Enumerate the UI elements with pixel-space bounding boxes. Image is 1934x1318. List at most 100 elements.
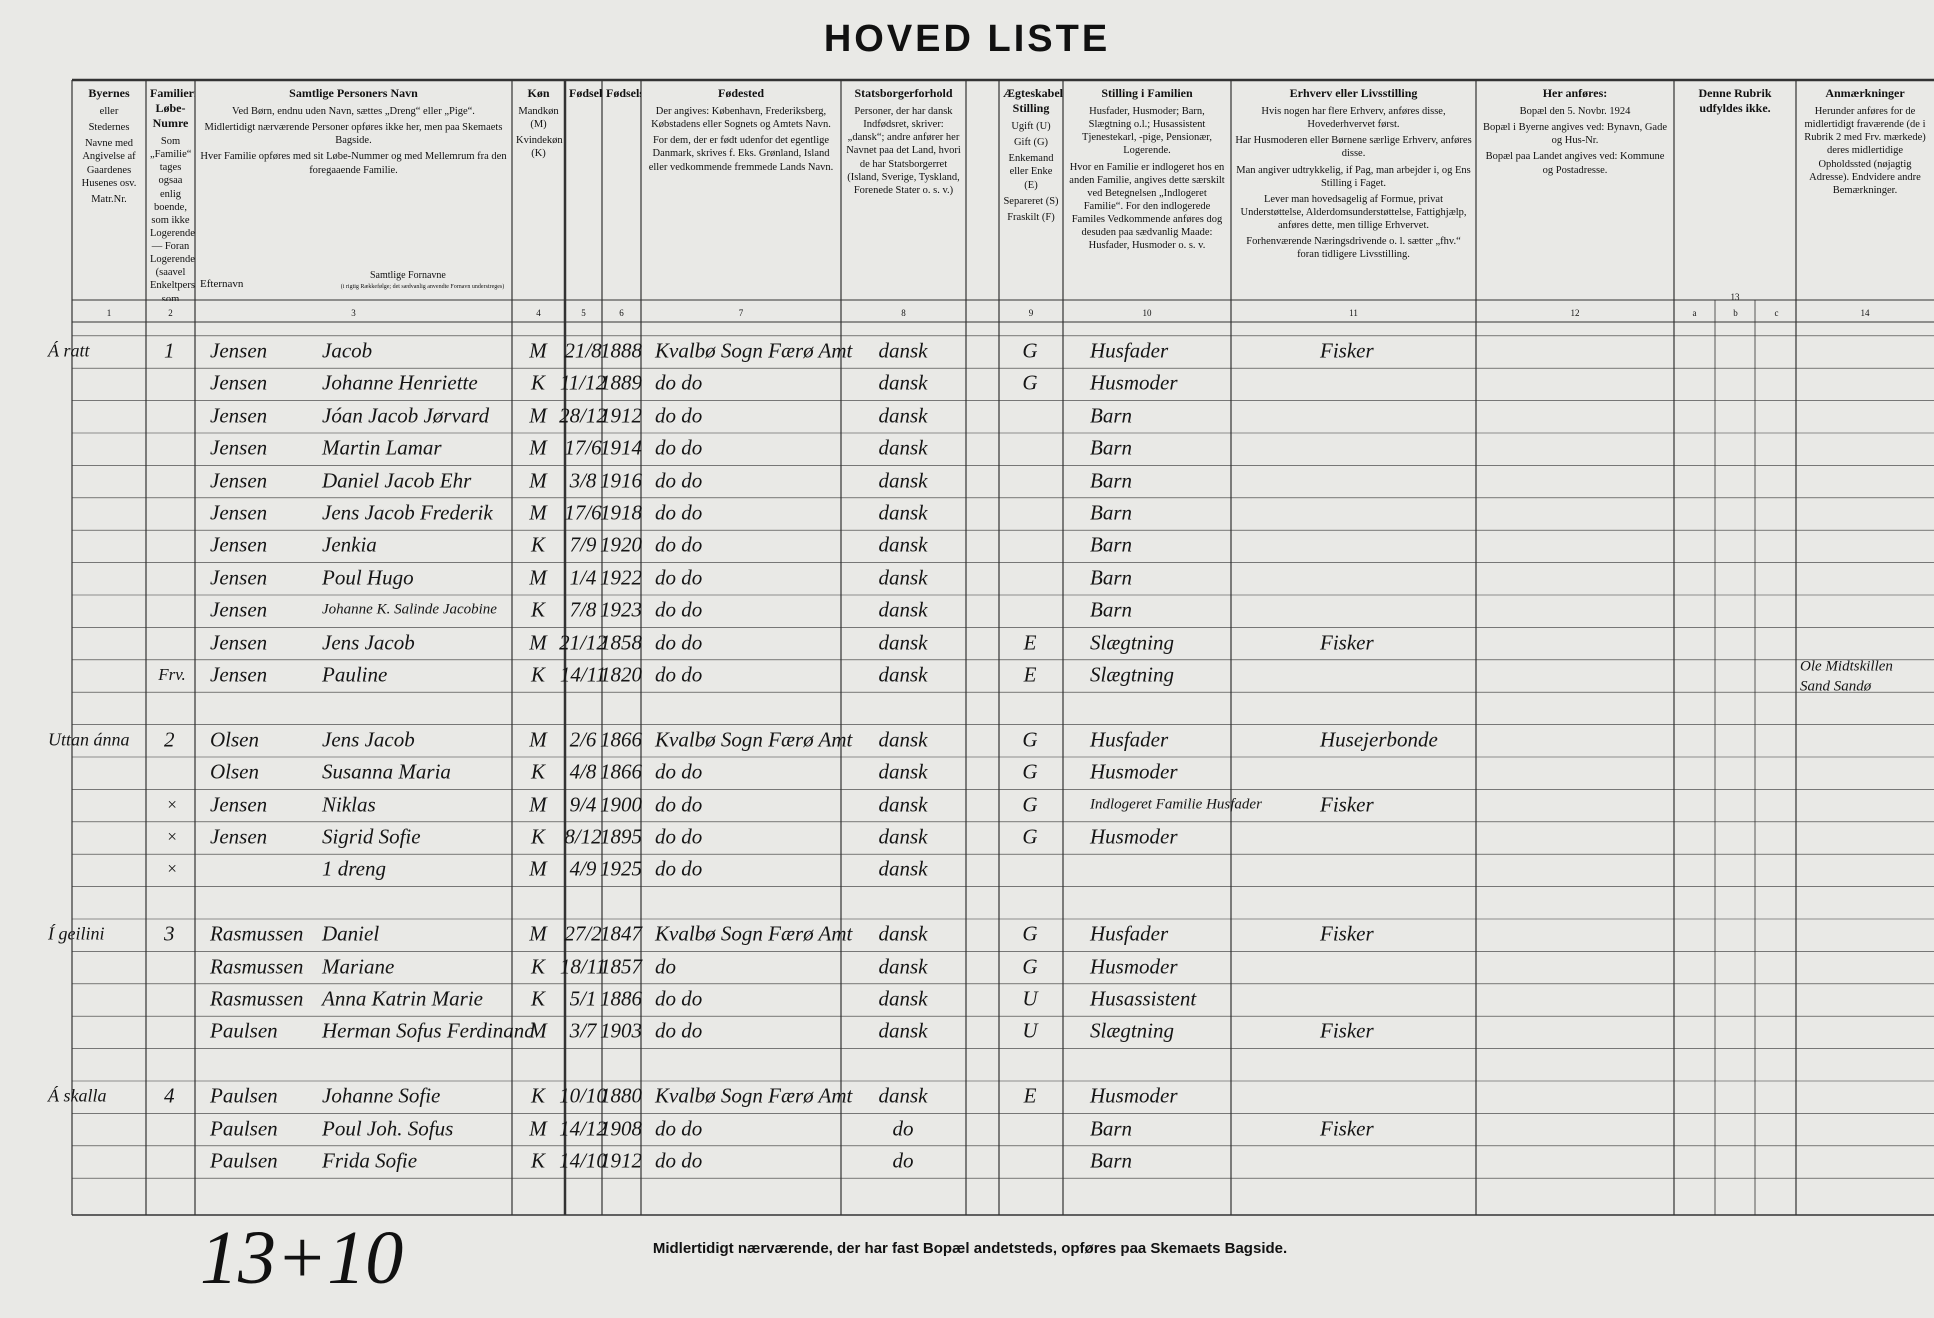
sex: M <box>529 1115 547 1140</box>
year: 1889 <box>600 370 642 395</box>
given: Poul Joh. Sofus <box>322 1115 454 1140</box>
surname: Jensen <box>210 662 268 687</box>
column-text: Bopæl paa Landet angives ved: Kommune og… <box>1485 151 1665 176</box>
day: 17/6 <box>564 500 602 525</box>
given: Jacob <box>322 338 373 363</box>
sex: M <box>529 403 547 428</box>
day: 17/6 <box>564 435 602 460</box>
column-header: Denne Rubrik udfyldes ikke. <box>1674 86 1796 301</box>
column-header: Byernes eller Stedernes Navne med Angivelse… <box>72 86 146 301</box>
given: Martin Lamar <box>322 435 442 460</box>
column-text: Matr.Nr. <box>91 193 127 205</box>
column-number: 10 <box>1142 308 1152 318</box>
birthplace: do do <box>655 1115 703 1140</box>
sex: K <box>530 824 545 849</box>
column-text: Kvindekøn (K) <box>516 135 563 160</box>
birthplace: do do <box>655 1148 703 1173</box>
citizenship: dansk <box>878 532 928 557</box>
column-heading: Køn <box>527 86 550 100</box>
position: Barn <box>1090 597 1132 622</box>
birthplace: do do <box>655 500 703 525</box>
column-text: Har Husmoderen eller Børnene særlige Erh… <box>1235 135 1472 160</box>
sex: M <box>529 1018 547 1043</box>
family-number: 4 <box>164 1083 175 1108</box>
year: 1858 <box>600 629 642 654</box>
sex: M <box>529 629 547 654</box>
surname: Rasmussen <box>210 986 304 1011</box>
surname: Jensen <box>210 629 268 654</box>
position: Barn <box>1090 500 1132 525</box>
sex: M <box>529 338 547 363</box>
column-heading: Ægteskabelig Stilling <box>1003 86 1063 115</box>
column-header: Fødested Der angives: København, Frederik… <box>641 86 841 301</box>
marital: G <box>1022 727 1038 752</box>
day: 10/10 <box>559 1083 607 1108</box>
surname: Jensen <box>210 403 268 428</box>
citizenship: dansk <box>878 856 928 881</box>
citizenship: dansk <box>878 1083 928 1108</box>
sex: K <box>530 662 545 687</box>
given: Poul Hugo <box>322 565 414 590</box>
day: 5/1 <box>569 986 597 1011</box>
day: 4/8 <box>569 759 597 784</box>
surname: Paulsen <box>210 1148 278 1173</box>
column-text: Fraskilt (F) <box>1007 211 1055 223</box>
position: Barn <box>1090 1148 1132 1173</box>
column-text: Stedernes <box>88 122 130 134</box>
day: 1/4 <box>569 565 597 590</box>
birthplace: do do <box>655 629 703 654</box>
citizenship: dansk <box>878 370 928 395</box>
column-number: 7 <box>738 308 744 318</box>
day: 3/7 <box>569 1018 597 1043</box>
column-header: Anmærkninger Herunder anføres for de midl… <box>1796 86 1934 301</box>
column-text: Der angives: København, Frederiksberg, K… <box>651 106 831 131</box>
marital: G <box>1022 824 1038 849</box>
column-header: Her anføres: Bopæl den 5. Novbr. 1924 Bopæ… <box>1476 86 1674 301</box>
surname: Olsen <box>210 727 259 752</box>
column-heading: Byernes <box>88 86 130 100</box>
given: Susanna Maria <box>322 759 451 784</box>
year: 1900 <box>600 791 642 816</box>
sex: M <box>529 921 547 946</box>
column-heading: Erhverv eller Livsstilling <box>1289 86 1418 100</box>
column-heading: Statsborgerforhold <box>854 86 953 100</box>
column-text: Bopæl i Byerne angives ved: Bynavn, Gade… <box>1482 122 1667 147</box>
year: 1923 <box>600 597 642 622</box>
position: Husfader <box>1090 921 1169 946</box>
position: Husmoder <box>1090 953 1178 978</box>
year: 1880 <box>600 1083 642 1108</box>
column-heading: Denne Rubrik udfyldes ikke. <box>1698 86 1772 115</box>
surname: Jensen <box>210 467 268 492</box>
year: 1920 <box>600 532 642 557</box>
given: Pauline <box>322 662 388 687</box>
year: 1866 <box>600 759 642 784</box>
sex: M <box>529 565 547 590</box>
given: Daniel Jacob Ehr <box>322 467 472 492</box>
day: 4/9 <box>569 856 597 881</box>
family-number: 3 <box>164 921 175 946</box>
citizenship: dansk <box>878 565 928 590</box>
given: Mariane <box>322 953 395 978</box>
citizenship: dansk <box>878 467 928 492</box>
sex: M <box>529 727 547 752</box>
column-text: Mandkøn (M) <box>518 106 559 131</box>
given: Jóan Jacob Jørvard <box>322 403 490 428</box>
birthplace: do do <box>655 597 703 622</box>
position: Slægtning <box>1090 629 1175 654</box>
given: Frida Sofie <box>322 1148 418 1173</box>
citizenship: dansk <box>878 338 928 363</box>
sex: K <box>530 759 545 784</box>
day: 7/9 <box>569 532 597 557</box>
day: 27/2 <box>564 921 602 946</box>
surname: Jensen <box>210 370 268 395</box>
birthplace: Kvalbø Sogn Færø Amt <box>655 1083 853 1108</box>
column-number: 6 <box>619 308 624 318</box>
position: Barn <box>1090 435 1132 460</box>
birthplace: do do <box>655 824 703 849</box>
position: Husmoder <box>1090 759 1178 784</box>
given: 1 dreng <box>322 856 386 881</box>
column-heading: Fødselsaar <box>606 86 641 100</box>
given: Anna Katrin Marie <box>322 986 483 1011</box>
